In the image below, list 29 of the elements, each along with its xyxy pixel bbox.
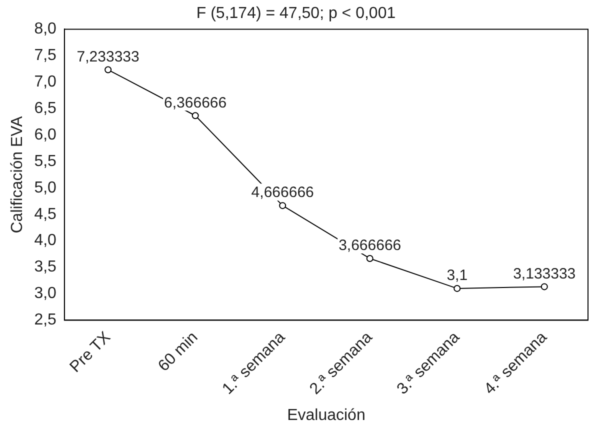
y-tick-label: 2,5 [34,312,57,329]
y-tick-label: 6,0 [34,126,57,144]
data-label: 4,666666 [251,184,314,202]
y-tick-label: 3,0 [34,285,57,302]
data-label: 3,666666 [338,237,402,254]
x-axis-title: Evaluación [287,406,366,424]
point [104,66,112,74]
point [192,112,199,120]
point [366,254,374,262]
y-tick-label: 6,5 [34,100,57,117]
chart-title: F (5,174) = 47,50; p < 0,001 [196,5,396,22]
point [540,283,548,290]
y-tick-label: 7,5 [34,47,57,64]
data-label: 3,1 [446,267,468,284]
y-tick-label: 5,0 [34,179,57,196]
y-tick-label: 7,0 [34,74,57,91]
y-axis-title: Calificación EVA [9,116,26,234]
data-label: 7,233333 [76,48,140,66]
y-tick-label: 4,5 [34,206,57,223]
y-tick-label: 8,0 [34,20,57,38]
y-tick-label: 5,5 [34,152,57,170]
data-label: 3,133333 [513,265,576,282]
y-tick-label: 4,0 [34,232,57,250]
point [279,202,286,210]
x-tick-label: Pre TX [66,328,114,376]
point [454,284,461,292]
data-label: 6,366666 [164,94,227,112]
y-tick-label: 3,5 [34,258,57,276]
x-tick-label: 60 min [155,328,202,375]
